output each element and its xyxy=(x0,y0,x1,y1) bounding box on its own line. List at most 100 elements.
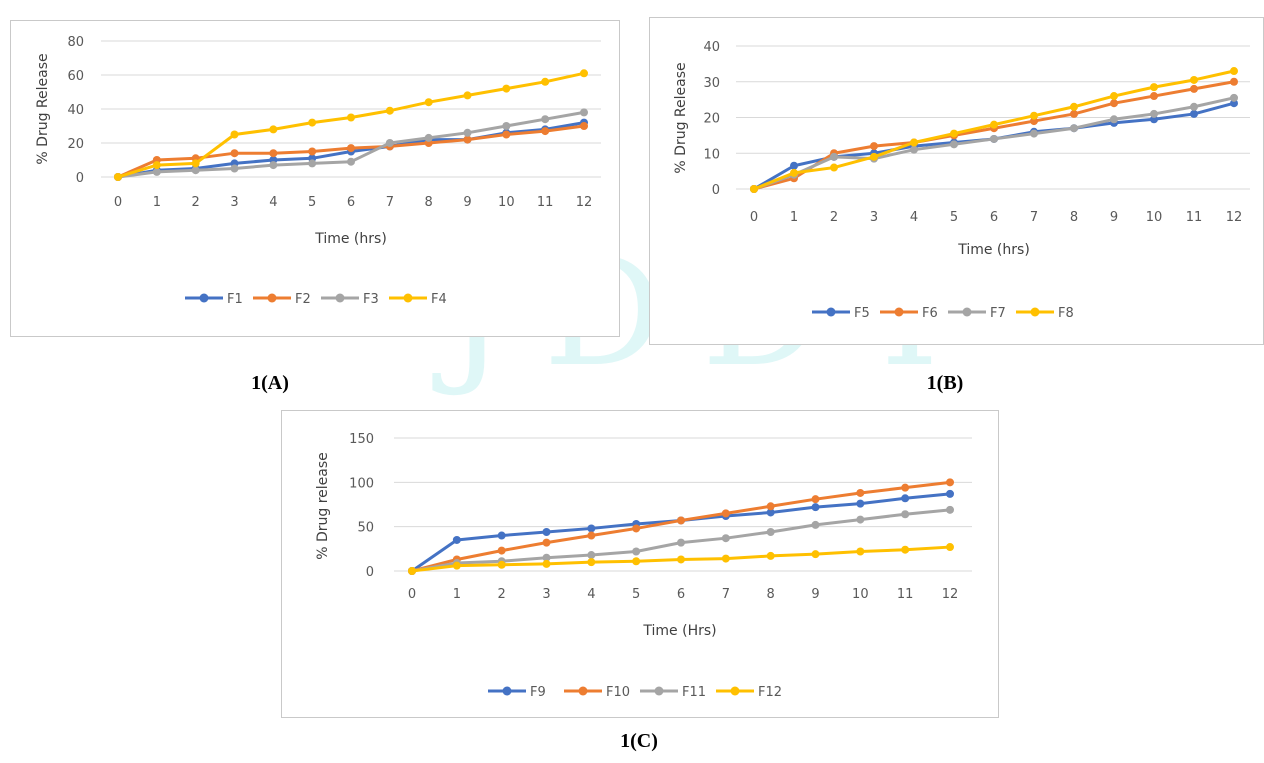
chart-a-data-point-f3 xyxy=(230,164,239,173)
chart-c-data-point-f12 xyxy=(721,554,730,563)
chart-c-data-point-f12 xyxy=(901,545,910,554)
chart-a-data-point-f4 xyxy=(230,130,239,139)
chart-b-data-point-f8 xyxy=(830,163,838,172)
chart-a-legend-marker-f3 xyxy=(335,293,345,303)
chart-a-legend-label-f3: F3 xyxy=(363,292,379,307)
chart-c-data-point-f11 xyxy=(946,505,954,514)
chart-a-data-point-f3 xyxy=(385,139,394,147)
chart-b-data-point-f8 xyxy=(1030,111,1038,120)
chart-panel-a: 0 20 40 60 80 0 1 2 3 4 5 6 7 8 9 10 11 12 Time (hrs)% Dru… xyxy=(10,20,620,337)
chart-b-data-point-f8 xyxy=(750,185,758,193)
chart-a-x-tick-label: 6 xyxy=(347,195,355,210)
chart-a-legend-label-f2: F2 xyxy=(295,292,311,307)
caption-1b: 1(B) xyxy=(926,372,964,394)
chart-c-data-point-f11 xyxy=(542,553,551,562)
chart-a-data-point-f4 xyxy=(347,113,355,122)
chart-a-data-point-f4 xyxy=(502,84,511,93)
chart-a-y-tick-label: 40 xyxy=(67,103,84,118)
chart-b-data-point-f8 xyxy=(1230,67,1238,76)
chart-c-data-point-f11 xyxy=(901,510,910,519)
chart-c-x-tick-label: 7 xyxy=(722,587,730,602)
chart-b-x-tick-label: 11 xyxy=(1186,210,1203,225)
chart-c-y-tick-label: 50 xyxy=(357,521,374,536)
chart-b-data-point-f6 xyxy=(1190,84,1198,93)
chart-a-data-point-f4 xyxy=(541,77,550,86)
chart-b-y-tick-label: 10 xyxy=(703,147,720,162)
chart-c-data-point-f10 xyxy=(587,531,596,540)
chart-a-data-point-f2 xyxy=(347,144,355,153)
chart-c-data-point-f10 xyxy=(721,509,730,518)
chart-b-data-point-f6 xyxy=(1150,92,1158,101)
chart-c-data-point-f11 xyxy=(587,551,596,560)
chart-a-y-axis-title: % Drug Release xyxy=(35,53,51,164)
chart-b-legend-label-f7: F7 xyxy=(990,306,1006,321)
chart-c-data-point-f12 xyxy=(408,567,416,575)
chart-b-data-point-f5 xyxy=(790,161,798,170)
chart-b-data-point-f7 xyxy=(1190,102,1198,111)
chart-c-y-tick-label: 150 xyxy=(349,432,374,447)
chart-a-x-tick-label: 0 xyxy=(114,195,122,210)
chart-a-x-tick-label: 10 xyxy=(498,195,515,210)
chart-b-y-tick-label: 30 xyxy=(703,76,720,91)
chart-b-data-point-f7 xyxy=(830,152,838,161)
chart-b-y-tick-label: 20 xyxy=(703,112,720,127)
chart-a-data-point-f3 xyxy=(424,133,433,142)
chart-b-data-point-f6 xyxy=(1070,109,1078,118)
chart-a-data-point-f4 xyxy=(385,106,394,115)
chart-c-legend-marker-f12 xyxy=(730,686,740,696)
chart-b-data-point-f8 xyxy=(1070,102,1078,111)
chart-b-x-tick-label: 10 xyxy=(1146,210,1163,225)
chart-a-x-tick-label: 2 xyxy=(192,195,200,210)
chart-c-x-tick-label: 2 xyxy=(498,587,506,602)
chart-c-data-point-f9 xyxy=(856,499,865,508)
chart-a-y-tick-label: 60 xyxy=(67,69,84,84)
chart-b-data-point-f7 xyxy=(1030,129,1038,138)
chart-b-legend-label-f8: F8 xyxy=(1058,306,1074,321)
chart-b-x-tick-label: 5 xyxy=(950,210,958,225)
chart-b-data-point-f8 xyxy=(790,168,798,177)
chart-a-data-point-f2 xyxy=(230,149,239,158)
chart-a-data-point-f4 xyxy=(580,69,588,78)
chart-c-data-point-f10 xyxy=(632,524,641,533)
chart-c-data-point-f12 xyxy=(587,558,596,567)
chart-a-x-tick-label: 5 xyxy=(308,195,316,210)
chart-b-data-point-f7 xyxy=(910,145,918,154)
chart-c-data-point-f9 xyxy=(946,489,954,498)
chart-c-legend-marker-f10 xyxy=(578,686,588,696)
chart-a-data-point-f4 xyxy=(191,159,200,168)
chart-c-data-point-f12 xyxy=(811,550,820,559)
chart-c-data-point-f11 xyxy=(811,520,820,529)
chart-b-y-axis-title: % Drug Release xyxy=(673,62,689,173)
chart-c-data-point-f10 xyxy=(497,546,506,555)
chart-c-data-point-f12 xyxy=(766,551,775,560)
chart-c-data-point-f9 xyxy=(811,503,820,512)
chart-b-legend-label-f5: F5 xyxy=(854,306,870,321)
chart-b-x-tick-label: 12 xyxy=(1226,210,1243,225)
chart-c-legend-label-f10: F10 xyxy=(606,685,630,700)
chart-c-data-point-f12 xyxy=(856,547,865,556)
chart-a-data-point-f4 xyxy=(114,173,122,181)
chart-c-data-point-f12 xyxy=(632,557,641,566)
chart-c-x-tick-label: 4 xyxy=(587,587,595,602)
chart-c-x-tick-label: 3 xyxy=(542,587,550,602)
chart-b-data-point-f8 xyxy=(1110,92,1118,101)
chart-c-data-point-f10 xyxy=(766,502,775,511)
chart-a-data-point-f3 xyxy=(580,108,588,117)
chart-c-data-point-f9 xyxy=(901,494,910,503)
chart-a-data-point-f2 xyxy=(502,130,511,139)
chart-b-data-point-f6 xyxy=(870,142,878,151)
chart-c-data-point-f11 xyxy=(632,547,641,556)
chart-a-data-point-f2 xyxy=(269,149,278,158)
chart-a-data-point-f3 xyxy=(347,157,355,166)
chart-c-data-point-f9 xyxy=(452,535,461,544)
chart-a-x-axis-title: Time (hrs) xyxy=(314,231,387,247)
chart-b-data-point-f8 xyxy=(1190,75,1198,84)
chart-panel-b: 0 10 20 30 40 0 1 2 3 4 5 6 7 8 9 10 11 12 Time (hrs)% Dru… xyxy=(649,17,1264,345)
chart-b-x-tick-label: 0 xyxy=(750,210,758,225)
chart-c-data-point-f12 xyxy=(946,543,954,552)
chart-a-data-point-f4 xyxy=(424,98,433,107)
chart-a-legend-marker-f2 xyxy=(267,293,277,303)
chart-c-x-axis-title: Time (Hrs) xyxy=(642,623,716,639)
chart-a-data-point-f3 xyxy=(191,166,200,175)
